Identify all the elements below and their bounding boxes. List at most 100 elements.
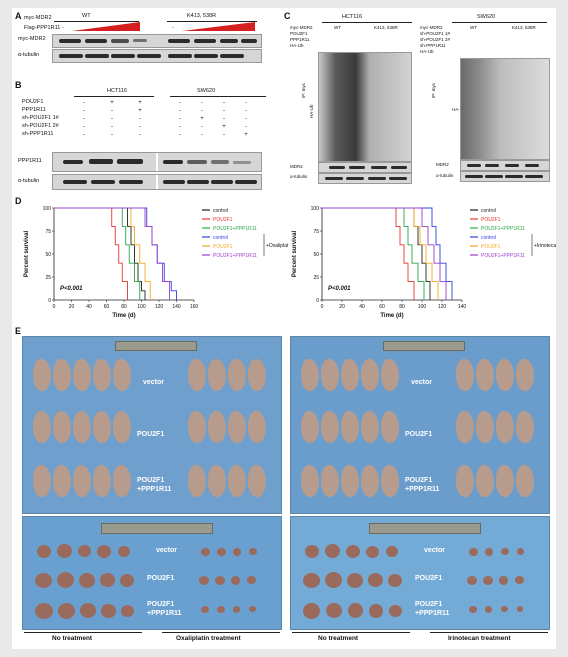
x-tick-label: 40 — [359, 304, 365, 310]
panel-c-left-row-1: MDR2 — [290, 164, 303, 169]
svg-text:-: - — [83, 108, 85, 114]
panel-c-left-ip: IP: myc — [301, 82, 306, 98]
panel-c-right-line — [452, 22, 547, 23]
legend-label: POU2F1+PPP1R11 — [213, 253, 257, 259]
panel-b-line-1 — [74, 96, 154, 97]
svg-text:+: + — [138, 108, 142, 114]
svg-text:+: + — [138, 100, 142, 106]
svg-text:-: - — [111, 132, 113, 138]
panel-c-left-cond-1: myc-MDR2 — [290, 25, 313, 30]
panel-b-blot-ppp1r11 — [52, 152, 262, 172]
treatment-line-3 — [292, 632, 410, 633]
panel-a-dash-mut: - — [172, 25, 174, 31]
x-tick-label: 100 — [137, 304, 146, 310]
label-vector-2: vector — [411, 379, 433, 386]
svg-text:-: - — [223, 132, 225, 138]
panel-c-right-cond-3: sh-POU2F1 2# — [420, 37, 451, 42]
figure: A myc-MDR2 WT K413, 538R Flag-PPP1R11 - … — [12, 8, 556, 649]
panel-a-flag-label: Flag-PPP1R11 — [24, 25, 61, 31]
svg-text:-: - — [201, 100, 203, 106]
svg-text:-: - — [179, 100, 181, 106]
x-tick-label: 100 — [418, 304, 427, 310]
tumor-label-pou2f1-2: POU2F1 — [415, 575, 443, 582]
panel-a-mut: K413, 538R — [187, 13, 217, 19]
svg-text:-: - — [111, 108, 113, 114]
treatment-legend: +Irinotecan — [534, 243, 556, 249]
legend-label: POU2F1+PPP1R11 — [481, 253, 525, 259]
panel-a-dash-wt: - — [62, 25, 64, 31]
label-pou2f1-ppp-a-2: POU2F1 — [405, 477, 433, 484]
x-tick-label: 120 — [438, 304, 447, 310]
svg-text:-: - — [139, 132, 141, 138]
panel-a-row-1: myc-MDR2 — [18, 36, 46, 42]
svg-text:-: - — [245, 116, 247, 122]
panel-c-left-cond-2: POU2F1 — [290, 31, 308, 36]
treatment-label-1: No treatment — [52, 635, 93, 642]
panel-a-wt-gradient — [72, 22, 140, 31]
tumors-photo-oxaliplatin: vector POU2F1 POU2F1 +PPP1R11 — [22, 516, 282, 630]
svg-text:+: + — [244, 132, 248, 138]
svg-text:-: - — [223, 108, 225, 114]
panel-b-row-1: PPP1R11 — [18, 158, 42, 164]
x-tick-label: 160 — [190, 304, 199, 310]
panel-b-row-2: α-tubulin — [18, 178, 40, 184]
panel-a-mut-gradient — [182, 22, 255, 31]
svg-text:+: + — [200, 116, 204, 122]
svg-text:+: + — [222, 124, 226, 130]
p-value: P<0.001 — [60, 286, 83, 292]
label-pou2f1-ppp-a-1: POU2F1 — [137, 477, 165, 484]
legend-label: control — [481, 208, 496, 214]
legend-label: POU2F1 — [213, 217, 233, 223]
panel-c-right-tubulin-blot — [460, 171, 550, 182]
y-tick-label: 25 — [45, 275, 51, 281]
svg-text:-: - — [201, 124, 203, 130]
survival-series-3 — [322, 207, 453, 300]
panel-c-left-smear — [318, 52, 412, 162]
panel-a-blot-tubulin — [52, 49, 262, 63]
panel-c-right-ip: IP: myc — [431, 82, 436, 98]
panel-c-left-mdr2-blot — [318, 162, 412, 173]
legend-label: POU2F1 — [481, 244, 501, 250]
panel-b-cond-2: PPP1R11 — [22, 107, 46, 113]
panel-b-cell-1: HCT116 — [107, 88, 128, 94]
tumors-photo-irinotecan: vector POU2F1 POU2F1 +PPP1R11 — [290, 516, 550, 630]
panel-c-right-cond-1: myc-MDR2 — [420, 25, 443, 30]
legend-label: POU2F1+PPP1R11 — [481, 226, 525, 232]
y-tick-label: 0 — [316, 298, 319, 304]
panel-b-cond-1: POU2F1 — [22, 99, 44, 105]
mice-photo-irinotecan: vector POU2F1 POU2F1 +PPP1R11 — [290, 336, 550, 514]
panel-a-blot-myc — [52, 34, 262, 48]
treatment-label-3: No treatment — [318, 635, 359, 642]
panel-c-right-title: SW620 — [477, 14, 496, 20]
treatment-line-1 — [24, 632, 142, 633]
survival-series-5 — [322, 207, 447, 300]
mice-photo-oxaliplatin: vector POU2F1 POU2F1 +PPP1R11 — [22, 336, 282, 514]
x-tick-label: 80 — [121, 304, 127, 310]
panel-c-right-row-1: MDR2 — [436, 162, 449, 167]
panel-c-right-mut: K413, 538R — [512, 25, 536, 30]
y-tick-label: 50 — [45, 252, 51, 258]
svg-text:-: - — [139, 124, 141, 130]
panel-a-letter: A — [15, 11, 22, 21]
panel-e-letter: E — [15, 326, 22, 336]
panel-c-left-line — [322, 22, 412, 23]
label-pou2f1-ppp-b-2: +PPP1R11 — [405, 486, 440, 493]
panel-c-left-mut: K413, 538R — [374, 25, 398, 30]
panel-c-right-cond-5: HA-Ub — [420, 49, 434, 54]
svg-text:-: - — [201, 108, 203, 114]
svg-text:-: - — [83, 100, 85, 106]
panel-c-right-mdr2-blot — [460, 160, 550, 171]
y-tick-label: 75 — [313, 229, 319, 235]
panel-c-left-title: HCT116 — [342, 14, 363, 20]
panel-c-left-haub: HA-Ub — [309, 104, 314, 118]
svg-text:-: - — [223, 100, 225, 106]
svg-text:-: - — [245, 100, 247, 106]
label-vector-1: vector — [143, 379, 165, 386]
panel-b-blot-tubulin — [52, 174, 262, 190]
panel-c-left-cond-4: HA-Ub — [290, 43, 304, 48]
svg-text:-: - — [83, 132, 85, 138]
x-tick-label: 60 — [379, 304, 385, 310]
svg-text:-: - — [83, 116, 85, 122]
tumor-label-vector-2: vector — [424, 547, 446, 554]
y-tick-label: 50 — [313, 252, 319, 258]
